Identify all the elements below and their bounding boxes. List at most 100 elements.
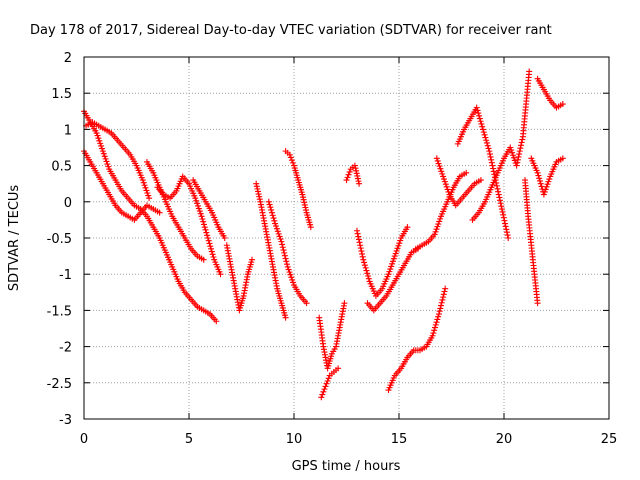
series-sat-j <box>282 148 314 231</box>
y-tick-label: 1.5 <box>51 87 72 102</box>
data-point <box>102 155 109 162</box>
data-point <box>500 211 507 218</box>
data-point <box>281 252 288 259</box>
data-point <box>270 215 277 222</box>
chart-title: Day 178 of 2017, Sidereal Day-to-day VTE… <box>30 23 552 38</box>
y-tick-label: 2 <box>64 51 72 66</box>
data-point <box>438 302 444 309</box>
data-point <box>502 220 509 227</box>
data-point <box>103 158 110 165</box>
data-point <box>438 168 445 175</box>
data-point <box>192 195 199 202</box>
data-point <box>436 218 443 225</box>
series-sat-i <box>265 198 310 307</box>
data-point <box>307 224 314 231</box>
series-sat-c <box>81 148 163 223</box>
data-point <box>100 150 107 157</box>
data-point <box>253 180 260 187</box>
data-point <box>490 168 497 175</box>
data-point <box>518 142 525 149</box>
data-point <box>279 241 286 248</box>
data-point <box>490 165 497 172</box>
data-point <box>208 245 215 252</box>
series-sat-t <box>469 68 533 223</box>
data-point <box>354 175 361 182</box>
data-point <box>397 237 404 244</box>
data-point <box>345 171 352 178</box>
data-point <box>303 300 310 307</box>
data-point <box>526 68 533 75</box>
data-point <box>404 224 411 231</box>
series-sat-m <box>343 162 363 187</box>
data-point <box>434 223 441 230</box>
data-point <box>515 153 522 160</box>
data-point <box>300 196 307 203</box>
series-sat-f <box>190 177 228 241</box>
data-point <box>362 264 369 271</box>
data-point <box>255 191 262 198</box>
data-point <box>359 250 366 257</box>
data-point <box>351 162 358 169</box>
x-tick-label: 10 <box>286 432 303 447</box>
data-point <box>394 245 401 252</box>
data-point <box>93 130 100 137</box>
data-point <box>544 181 551 188</box>
data-point <box>275 230 282 237</box>
data-point <box>546 176 553 183</box>
data-point <box>303 207 309 214</box>
data-point <box>502 223 509 230</box>
x-tick-label: 25 <box>601 432 618 447</box>
data-point <box>256 196 263 203</box>
data-point <box>480 126 486 133</box>
data-point <box>286 151 293 158</box>
x-tick-label: 20 <box>496 432 513 447</box>
data-point <box>195 202 201 209</box>
data-point <box>385 271 392 278</box>
data-point <box>355 178 362 185</box>
data-point <box>473 104 480 111</box>
data-point <box>476 115 483 122</box>
data-point <box>146 195 153 202</box>
data-point <box>195 205 202 212</box>
data-point <box>283 258 290 265</box>
data-point <box>365 273 372 280</box>
data-point <box>361 262 368 269</box>
x-axis-label: GPS time / hours <box>292 459 401 474</box>
data-point <box>476 112 483 119</box>
data-point <box>498 203 505 210</box>
data-point <box>281 249 288 256</box>
data-point <box>97 140 104 147</box>
data-point <box>435 160 442 167</box>
data-point <box>431 324 438 331</box>
data-point <box>320 388 327 395</box>
data-point <box>322 383 329 390</box>
data-point <box>393 247 400 254</box>
data-point <box>335 365 342 372</box>
data-point <box>99 148 106 155</box>
data-point <box>543 183 550 190</box>
data-point <box>536 175 543 182</box>
data-point <box>431 231 438 238</box>
data-point <box>276 233 283 240</box>
data-point <box>302 204 309 211</box>
data-point <box>431 327 438 334</box>
data-point <box>282 255 289 262</box>
data-point <box>268 206 275 213</box>
data-point <box>357 245 364 252</box>
data-point <box>364 270 371 277</box>
data-point <box>363 267 370 274</box>
data-point <box>484 142 491 149</box>
data-point <box>142 184 149 191</box>
data-point <box>434 157 441 164</box>
series-sat-a <box>81 108 220 325</box>
data-point <box>217 271 224 278</box>
data-point <box>365 275 372 282</box>
data-point <box>477 118 484 125</box>
data-point <box>510 152 516 159</box>
series-sat-u <box>522 177 541 307</box>
data-point <box>355 233 362 240</box>
data-point <box>200 256 207 263</box>
data-point <box>545 178 552 185</box>
data-point <box>534 300 541 307</box>
data-point <box>205 237 212 244</box>
